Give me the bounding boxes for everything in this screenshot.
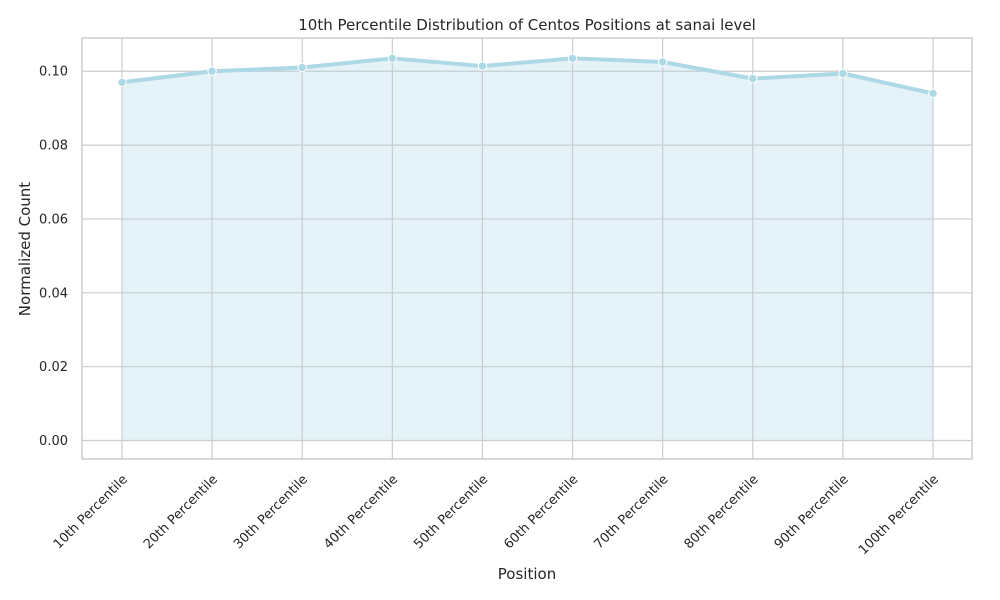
x-tick-label: 20th Percentile [141,472,221,552]
x-tick-label: 60th Percentile [501,472,581,552]
data-point [117,77,127,88]
y-axis-ticks: 0.00 0.02 0.04 0.06 0.08 0.10 [39,65,68,449]
series-line [120,56,935,96]
y-tick-label: 0.02 [39,360,68,375]
data-point [387,53,398,64]
y-tick-label: 0.06 [39,212,68,227]
x-tick-label: 70th Percentile [591,472,671,552]
x-tick-label: 50th Percentile [411,472,491,552]
area-fill [122,58,933,441]
x-tick-label: 80th Percentile [682,472,762,552]
x-axis-ticks: 10th Percentile 20th Percentile 30th Perce… [51,472,942,558]
y-tick-label: 0.00 [39,434,68,449]
data-point [838,68,848,79]
x-tick-label: 90th Percentile [772,472,852,552]
y-axis-title: Normalized Count [16,182,34,316]
y-tick-label: 0.08 [39,139,68,154]
data-point [207,66,217,76]
y-tick-label: 0.10 [39,65,68,80]
x-tick-label: 30th Percentile [231,472,311,552]
x-tick-label: 10th Percentile [51,472,131,552]
data-point-layer [117,53,938,99]
x-axis-title: Position [498,565,556,583]
chart-title: 10th Percentile Distribution of Centos P… [298,16,756,34]
y-tick-label: 0.04 [39,286,68,301]
area-fill-layer [122,58,933,441]
x-tick-label: 40th Percentile [321,472,401,552]
data-point [297,62,307,73]
series-line-layer [120,56,935,96]
data-point [477,61,488,71]
data-point [657,57,668,67]
x-tick-label: 100th Percentile [856,472,942,558]
data-point [928,88,938,99]
data-point [748,73,758,84]
data-point [567,53,578,64]
plot-frame [81,37,973,460]
